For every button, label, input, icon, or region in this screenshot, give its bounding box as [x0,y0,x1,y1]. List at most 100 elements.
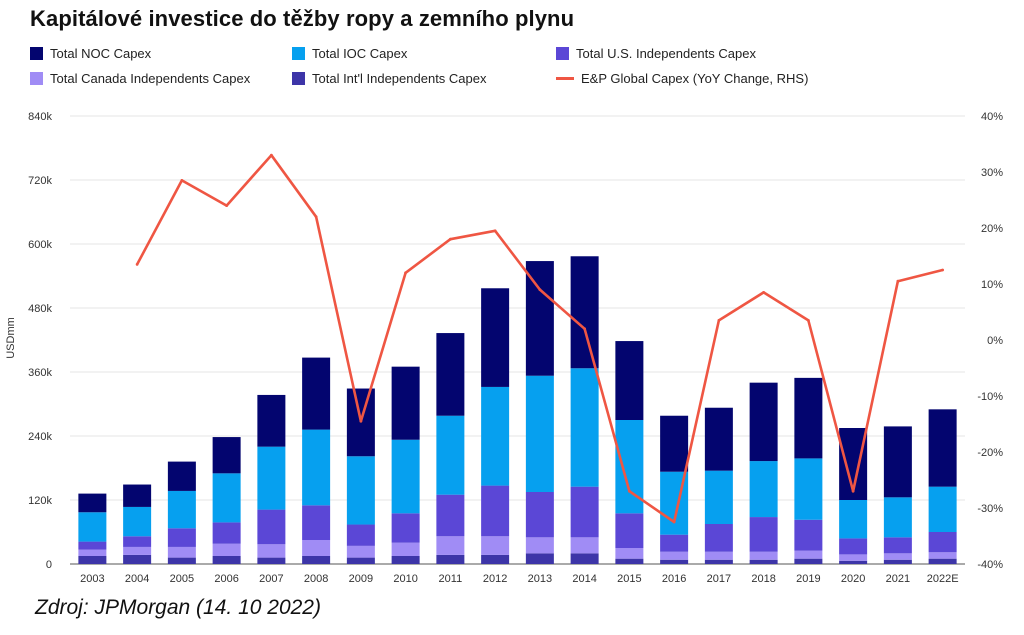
x-tick-label: 2004 [125,573,149,585]
x-tick-label: 2020 [841,573,865,585]
bar-segment [123,546,152,555]
bar-segment [481,485,510,537]
x-tick-label: 2014 [572,573,596,585]
bar-segment [212,522,241,544]
bar-segment [883,559,912,564]
bar-segment [257,394,286,447]
y2-tick-label: 30% [981,167,1003,179]
bar-segment [749,461,778,518]
y-tick-label: 480k [28,303,52,315]
legend-item-canada-independents: Total Canada Independents Capex [30,69,250,87]
bar-segment [123,506,152,537]
bar-segment [257,557,286,564]
bar-segment [346,456,375,525]
yoy-point [851,489,855,493]
legend-label-canada-independents: Total Canada Independents Capex [50,70,251,86]
y2-tick-label: 0% [987,335,1003,347]
x-tick-label: 2008 [304,573,328,585]
bar-segment [257,509,286,545]
bar-segment [212,437,241,474]
bar-segment [928,552,957,559]
bar-segment [212,543,241,556]
yoy-point [538,288,542,291]
x-tick-label: 2003 [80,573,104,585]
bar-segment [123,554,152,564]
bar-segment [167,546,196,558]
bar-segment [123,484,152,507]
yoy-point [806,319,810,322]
bar-segment [212,473,241,523]
legend-swatch-ioc [292,46,305,60]
bar-segment [749,559,778,564]
bar-segment [302,505,331,540]
bar-segment [481,288,510,387]
bar-segment [570,553,599,564]
x-tick-label: 2006 [214,573,238,585]
yoy-point [404,271,408,275]
y-tick-label: 240k [28,431,52,443]
bar-segment [704,559,733,564]
bar-segment [883,497,912,538]
yoy-point [672,520,676,524]
bar-segment [928,486,957,532]
source-note: Zdroj: JPMorgan (14. 10 2022) [35,596,321,619]
bar-segment [704,470,733,524]
bar-segment [570,486,599,538]
yoy-point [627,489,631,493]
bar-segment [570,256,599,369]
y-tick-label: 720k [28,175,52,187]
bar-segment [391,366,420,440]
bar-segment [123,536,152,547]
bar-segment [481,536,510,555]
bar-segment [78,549,107,556]
yoy-point [269,153,273,157]
bar-segment [167,461,196,491]
bar-segment [749,517,778,552]
bar-segment [78,541,107,550]
bar-segment [839,538,868,555]
bar-segment [704,407,733,471]
bar-segment [525,537,554,554]
x-tick-label: 2011 [439,573,463,585]
yoy-point [896,279,900,283]
legend-swatch-intl-independents [292,71,305,85]
legend-swatch-noc [30,46,43,60]
legend-item-ep-yoy: E&P Global Capex (YoY Change, RHS) [556,69,808,87]
bar-segment [302,556,331,564]
y-tick-label: 120k [28,495,52,507]
bar-segment [839,500,868,539]
yoy-point [448,237,452,241]
legend-label-ioc: Total IOC Capex [312,45,408,61]
bar-segment [481,386,510,486]
bar-segment [794,558,823,564]
bar-segment [704,551,733,560]
bar-segment [660,534,689,552]
bar-segment [794,458,823,520]
bar-segment [570,537,599,554]
bar-segment [302,357,331,430]
y-tick-label: 840k [28,111,52,123]
bar-segment [704,524,733,552]
legend-item-noc: Total NOC Capex [30,44,151,62]
bar-segment [78,493,107,513]
bar-segment [615,548,644,559]
bar-segment [391,542,420,556]
yoy-point [314,215,318,219]
bar-segment [660,415,689,472]
bar-segment [212,556,241,564]
bar-segment [78,512,107,542]
bar-segment [660,559,689,564]
bar-segment [257,446,286,510]
bar-segment [391,439,420,514]
bar-segment [794,550,823,559]
yoy-point [225,204,229,208]
bar-segment [302,540,331,556]
x-tick-label: 2019 [796,573,820,585]
yoy-point [583,327,587,331]
yoy-point [762,291,766,294]
x-tick-label: 2010 [393,573,417,585]
x-tick-label: 2021 [886,573,910,585]
bar-segment [749,382,778,462]
legend-item-intl-independents: Total Int'l Independents Capex [292,69,487,87]
bar-segment [839,554,868,561]
